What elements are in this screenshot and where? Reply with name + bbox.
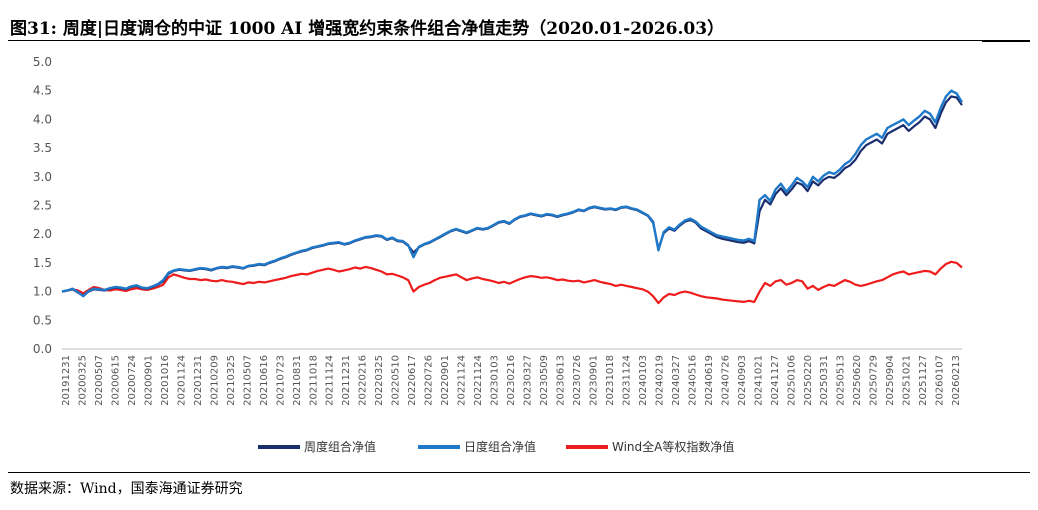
net-value-line-chart: 0.0 0.5 1.0 1.5 2.0 2.5 3.0 3.5 4.0 4.5 5.0 201912… [33,55,964,454]
x-tick-label: 20251127 [918,355,929,406]
x-tick-label: 20220901 [440,355,451,406]
x-tick-label: 20220726 [424,355,435,406]
y-tick-label: 3.5 [33,141,52,155]
legend-label-2: Wind全A等权指数净值 [612,439,734,454]
x-tick-label: 20211231 [341,355,352,406]
x-tick-label: 20210325 [226,355,237,406]
source-divider [8,472,1030,473]
y-tick-label: 3.0 [33,170,52,184]
x-tick-label: 20250220 [803,355,814,406]
x-tick-label: 20230901 [588,355,599,406]
legend-label-0: 周度组合净值 [304,439,376,454]
x-tick-label: 20210723 [275,355,286,406]
x-tick-label: 20260107 [935,355,946,406]
x-tick-label: 20250106 [786,355,797,406]
y-axis: 0.0 0.5 1.0 1.5 2.0 2.5 3.0 3.5 4.0 4.5 5.0 [33,55,52,356]
y-tick-label: 0.5 [33,313,52,327]
x-tick-label: 20260213 [951,355,962,406]
y-tick-label: 1.0 [33,285,52,299]
x-tick-label: 20240903 [737,355,748,406]
x-tick-label: 20200325 [77,355,88,406]
y-tick-label: 2.0 [33,227,52,241]
x-tick-label: 20230726 [572,355,583,406]
x-tick-label: 20230613 [556,355,567,406]
x-tick-label: 20191231 [61,355,72,406]
y-tick-label: 1.5 [33,256,52,270]
y-tick-label: 4.0 [33,112,52,126]
x-tick-label: 20240726 [720,355,731,406]
x-tick-label: 20250513 [836,355,847,406]
x-tick-label: 20210507 [242,355,253,406]
x-tick-label: 20240327 [671,355,682,406]
x-tick-label: 20231124 [621,355,632,406]
legend: 周度组合净值 日度组合净值 Wind全A等权指数净值 [258,439,734,454]
x-tick-label: 20240516 [687,355,698,406]
x-tick-label: 20241021 [753,355,764,406]
series-line-2 [61,260,963,305]
data-source-note: 数据来源：Wind，国泰海通证券研究 [10,481,243,497]
x-tick-label: 20210616 [259,355,270,406]
x-tick-label: 20250904 [885,355,896,406]
x-tick-label: 20201124 [176,355,187,406]
x-axis: 20191231 20200325 20200507 20200615 20200724… [61,348,962,406]
x-tick-label: 20250620 [852,355,863,406]
y-tick-label: 0.0 [33,342,52,356]
x-tick-label: 20231018 [605,355,616,406]
x-tick-label: 20210209 [209,355,220,406]
y-tick-label: 2.5 [33,199,52,213]
x-tick-label: 20250729 [869,355,880,406]
x-tick-label: 20240219 [654,355,665,406]
x-tick-label: 20230103 [490,355,501,406]
x-tick-label: 20230509 [539,355,550,406]
x-tick-label: 20200507 [94,355,105,406]
x-tick-label: 20210831 [292,355,303,406]
title-underline [8,40,1030,41]
y-tick-label: 4.5 [33,84,52,98]
x-tick-label: 20201016 [160,355,171,406]
x-tick-label: 20230216 [506,355,517,406]
x-tick-label: 20200724 [127,355,138,406]
legend-label-1: 日度组合净值 [464,439,536,454]
x-tick-label: 20221124 [473,355,484,406]
series-line-0 [61,95,963,297]
x-tick-label: 20250331 [819,355,830,406]
series-lines [61,89,964,305]
title-underline-accent [982,40,1030,42]
x-tick-label: 20240619 [704,355,715,406]
x-tick-label: 20241127 [770,355,781,406]
x-tick-label: 20220325 [374,355,385,406]
x-tick-label: 20251021 [902,355,913,406]
x-tick-label: 20221124 [457,355,468,406]
x-tick-label: 20200615 [110,355,121,406]
x-tick-label: 20200901 [143,355,154,406]
figure-title: 图31: 周度|日度调仓的中证 1000 AI 增强宽约束条件组合净值走势（20… [10,19,725,39]
x-tick-label: 20240103 [638,355,649,406]
x-tick-label: 20220510 [391,355,402,406]
y-tick-label: 5.0 [33,55,52,69]
series-line-1 [61,89,964,298]
x-tick-label: 20211124 [325,355,336,406]
x-tick-label: 20211018 [308,355,319,406]
x-tick-label: 20220216 [358,355,369,406]
x-tick-label: 20220617 [407,355,418,406]
x-tick-label: 20230327 [523,355,534,406]
x-tick-label: 20201231 [193,355,204,406]
